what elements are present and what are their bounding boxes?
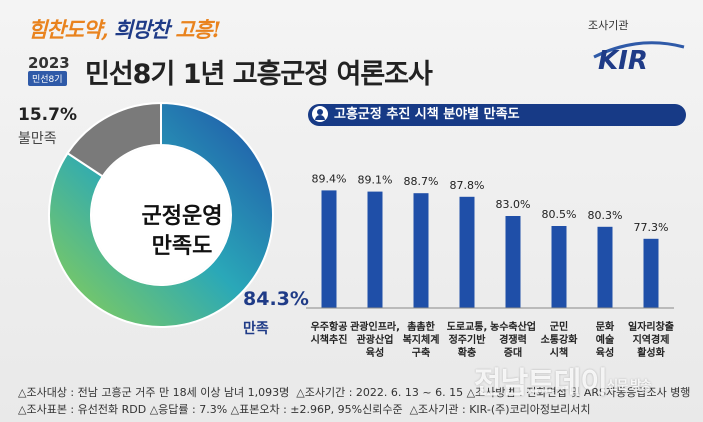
bar-8 bbox=[643, 238, 659, 308]
bar-value-label-5: 83.0% bbox=[496, 198, 531, 211]
bar-category-label-1-2: 시책추진 bbox=[311, 333, 348, 346]
bar-value-label-6: 80.5% bbox=[542, 208, 577, 221]
donut-hole bbox=[92, 146, 230, 284]
satisfied-percent: 84.3% bbox=[243, 288, 309, 310]
slogan-part2: 희망찬 bbox=[113, 17, 170, 42]
bar-chart-header: 고흥군정 추진 시책 분야별 만족도 bbox=[308, 104, 686, 126]
dissatisfied-percent: 15.7% bbox=[18, 105, 77, 125]
person-icon bbox=[312, 105, 328, 122]
term-badge: 민선8기 bbox=[28, 71, 67, 86]
bar-4 bbox=[459, 196, 475, 308]
footer-target: △조사대상 : 전남 고흥군 거주 만 18세 이상 남녀 1,093명 bbox=[18, 386, 290, 399]
bar-category-label-4-1: 도로교통, bbox=[447, 321, 488, 333]
donut-slice-satisfied bbox=[48, 101, 274, 328]
bar-category-label-2-1: 관광인프라, bbox=[350, 320, 400, 333]
bar-2 bbox=[367, 191, 383, 308]
slogan-part1: 힘찬도약, bbox=[28, 17, 109, 42]
bar-value-label-8: 77.3% bbox=[634, 221, 669, 234]
bar-3 bbox=[413, 193, 429, 308]
bar-value-label-1: 89.4% bbox=[312, 172, 347, 185]
bar-category-label-2-3: 육성 bbox=[366, 346, 384, 359]
donut-center-line1: 군정운영 bbox=[141, 204, 223, 229]
bar-1 bbox=[321, 190, 337, 308]
footer-org: △조사기관 : KIR-(주)코리아정보리서치 bbox=[409, 403, 591, 416]
bar-chart: 89.4%우주항공시책추진89.1%관광인프라,관광산업육성88.7%촘촘한복지… bbox=[306, 172, 674, 359]
bar-6 bbox=[551, 226, 567, 308]
satisfied-label: 만족 bbox=[243, 321, 269, 337]
slogan: 힘찬도약, 희망찬 고흥! bbox=[28, 14, 221, 44]
footer-line1: △조사대상 : 전남 고흥군 거주 만 18세 이상 남녀 1,093명 △조사… bbox=[18, 384, 690, 400]
bar-category-label-3-1: 촘촘한 bbox=[407, 320, 435, 333]
bar-category-label-6-1: 군민 bbox=[550, 320, 568, 333]
bar-category-label-6-3: 시책 bbox=[550, 346, 568, 359]
bar-category-label-1-1: 우주항공 bbox=[311, 320, 348, 333]
bar-category-label-8-1: 일자리창출 bbox=[628, 320, 674, 333]
slogan-part3: 고흥! bbox=[175, 17, 221, 42]
page-title: 민선8기 1년 고흥군정 여론조사 bbox=[85, 59, 433, 90]
footer-sample: △조사표본 : 유선전화 RDD △응답률 : 7.3% △표본오차 : ±2.… bbox=[18, 403, 403, 416]
bar-category-label-2-2: 관광산업 bbox=[357, 333, 394, 346]
bar-category-label-8-2: 지역경제 bbox=[633, 333, 670, 346]
bar-category-label-8-3: 활성화 bbox=[637, 346, 665, 359]
bar-category-label-5-2: 경쟁력 bbox=[499, 333, 527, 346]
org-logo: KIR bbox=[593, 41, 685, 73]
bar-category-label-4-2: 정주기반 bbox=[449, 333, 487, 346]
bar-value-label-7: 80.3% bbox=[588, 209, 623, 222]
bar-category-label-7-2: 예술 bbox=[596, 333, 614, 346]
dissatisfied-label: 불만족 bbox=[18, 131, 57, 147]
bar-category-label-4-3: 확충 bbox=[458, 346, 476, 359]
bar-category-label-3-3: 구축 bbox=[412, 346, 430, 359]
bar-value-label-2: 89.1% bbox=[358, 174, 393, 187]
org-label: 조사기관 bbox=[588, 19, 629, 32]
bar-category-label-7-1: 문화 bbox=[596, 321, 615, 333]
bar-value-label-3: 88.7% bbox=[404, 175, 439, 188]
watermark-side1: 신문 bbox=[607, 378, 628, 392]
year-label: 2023 bbox=[28, 54, 70, 72]
bar-5 bbox=[505, 216, 521, 308]
watermark-side2: 방송 bbox=[630, 378, 651, 392]
donut-center-line2: 만족도 bbox=[151, 234, 213, 259]
bar-category-label-7-3: 육성 bbox=[596, 346, 614, 359]
bar-category-label-6-2: 소통강화 bbox=[541, 333, 579, 346]
watermark-main: 전남트데이 bbox=[474, 366, 608, 401]
bar-category-label-5-1: 농수축산업 bbox=[490, 320, 536, 333]
watermark-side: 신문 방송 bbox=[607, 378, 651, 392]
bar-category-label-3-2: 복지체계 bbox=[403, 333, 440, 346]
bar-chart-title: 고흥군정 추진 시책 분야별 만족도 bbox=[334, 107, 520, 122]
bar-7 bbox=[597, 226, 613, 308]
footer-period: △조사기간 : 2022. 6. 13 ~ 6. 15 △조사방법 : 전화면접… bbox=[296, 386, 691, 399]
donut-slice-dissatisfied bbox=[66, 101, 162, 178]
footer-line2: △조사표본 : 유선전화 RDD △응답률 : 7.3% △표본오차 : ±2.… bbox=[18, 401, 591, 417]
bar-category-label-5-3: 증대 bbox=[504, 346, 522, 359]
org-logo-text: KIR bbox=[598, 46, 648, 73]
bar-value-label-4: 87.8% bbox=[450, 179, 485, 192]
watermark: 전남트데이신문 방송 bbox=[474, 358, 651, 402]
